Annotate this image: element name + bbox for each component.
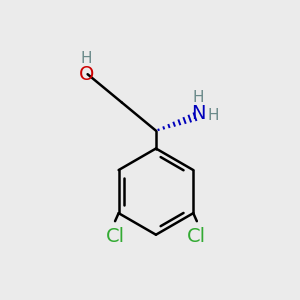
Text: H: H (192, 89, 204, 104)
Text: O: O (78, 65, 94, 84)
Text: H: H (80, 51, 92, 66)
Text: Cl: Cl (187, 226, 206, 245)
Text: Cl: Cl (106, 226, 124, 245)
Text: N: N (191, 104, 206, 123)
Text: H: H (207, 108, 219, 123)
